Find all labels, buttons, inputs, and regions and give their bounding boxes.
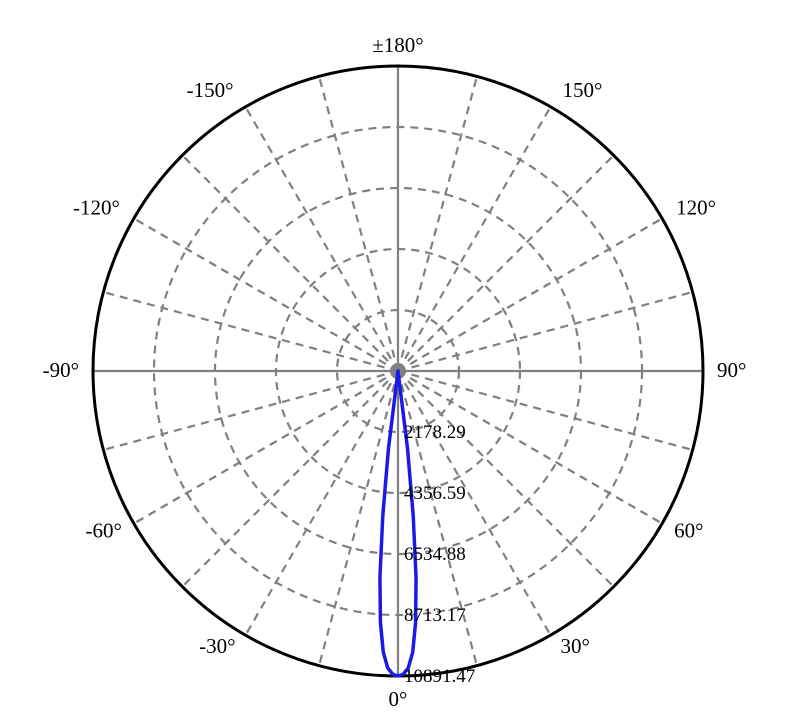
angle-label: 150° [563, 78, 603, 102]
angle-label: ±180° [372, 33, 423, 57]
angular-grid-spoke [103, 371, 398, 450]
angle-label: 30° [561, 634, 590, 658]
angular-grid-spoke [398, 292, 693, 371]
angle-label: 120° [676, 196, 716, 220]
angular-grid-spoke [182, 371, 398, 587]
angle-label: 60° [674, 519, 703, 543]
angular-grid-spoke [246, 107, 399, 371]
angular-grid-spoke [134, 371, 398, 524]
angular-grid-spoke [134, 219, 398, 372]
angular-grid-spoke [319, 76, 398, 371]
angular-grid-spoke [319, 371, 398, 666]
radial-value-label: 10891.47 [404, 666, 475, 687]
radial-value-label: 2178.29 [404, 422, 466, 443]
radial-value-label: 6534.88 [404, 544, 466, 565]
radial-value-label: 4356.59 [404, 483, 466, 504]
angular-grid-spoke [398, 76, 477, 371]
angle-label: -30° [199, 634, 235, 658]
polar-chart-svg: 2178.29 4356.59 6534.88 8713.17 10891.47 ±180… [0, 0, 793, 727]
angular-grid-spoke [398, 219, 662, 372]
angle-label: 90° [717, 358, 746, 382]
angular-grid-spoke [398, 155, 614, 371]
angular-grid-spoke [246, 371, 399, 635]
angle-label: -120° [73, 196, 120, 220]
angle-label: 0° [389, 687, 408, 711]
polar-chart-container: 2178.29 4356.59 6534.88 8713.17 10891.47 ±180… [0, 0, 793, 727]
angular-grid-spoke [398, 107, 551, 371]
angle-label: -90° [43, 358, 79, 382]
angular-grid-spoke [103, 292, 398, 371]
radial-value-label: 8713.17 [404, 605, 466, 626]
angular-grid-spoke [182, 155, 398, 371]
angle-label: -60° [85, 519, 121, 543]
angle-label: -150° [187, 78, 234, 102]
